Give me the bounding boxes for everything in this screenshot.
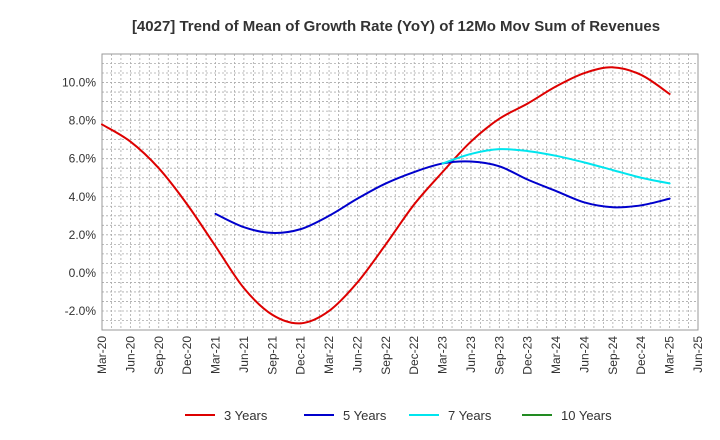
x-tick-label: Dec-23: [521, 336, 535, 375]
x-tick-label: Jun-22: [350, 336, 364, 373]
x-tick-label: Sep-21: [265, 336, 279, 375]
plot-area-frame: [101, 53, 699, 331]
y-tick-label: 6.0%: [69, 152, 97, 166]
legend-label-5-years: 5 Years: [343, 408, 387, 423]
x-tick-label: Dec-20: [180, 336, 194, 375]
x-tick-label: Sep-24: [606, 336, 620, 375]
y-tick-label: 4.0%: [69, 190, 97, 204]
x-tick-label: Dec-24: [634, 336, 648, 375]
x-tick-label: Jun-25: [691, 336, 705, 373]
x-tick-label: Mar-22: [322, 336, 336, 374]
x-tick-label: Jun-23: [464, 336, 478, 373]
x-axis-tick-labels: Mar-20 Jun-20 Sep-20 Dec-20 Mar-21 Jun-21 Sep-…: [95, 336, 705, 375]
y-tick-label: 2.0%: [69, 228, 97, 242]
y-tick-label: 10.0%: [62, 76, 96, 90]
y-tick-label: 0.0%: [69, 266, 97, 280]
x-tick-label: Mar-20: [95, 336, 109, 374]
legend-label-10-years: 10 Years: [561, 408, 612, 423]
x-tick-label: Mar-21: [209, 336, 223, 374]
y-tick-label: 8.0%: [69, 114, 97, 128]
series-line-3-years: [101, 66, 671, 325]
y-axis-tick-labels: 10.0% 8.0% 6.0% 4.0% 2.0% 0.0% -2.0%: [62, 76, 96, 318]
x-tick-label: Sep-20: [152, 336, 166, 375]
x-tick-label: Dec-22: [407, 336, 421, 375]
series-line-7-years: [441, 148, 671, 185]
legend-label-7-years: 7 Years: [448, 408, 492, 423]
series-lines: [101, 66, 671, 325]
y-tick-label: -2.0%: [65, 304, 97, 318]
x-tick-label: Jun-21: [237, 336, 251, 373]
legend: 3 Years 5 Years 7 Years 10 Years: [185, 408, 612, 423]
x-tick-label: Sep-22: [379, 336, 393, 375]
x-tick-label: Sep-23: [492, 336, 506, 375]
x-tick-label: Mar-25: [663, 336, 677, 374]
x-tick-label: Jun-20: [123, 336, 137, 373]
legend-label-3-years: 3 Years: [224, 408, 268, 423]
x-tick-label: Dec-21: [294, 336, 308, 375]
grid-lines: [102, 54, 698, 330]
x-tick-label: Mar-24: [549, 336, 563, 374]
chart-title: [4027] Trend of Mean of Growth Rate (YoY…: [132, 18, 660, 35]
x-tick-label: Mar-23: [436, 336, 450, 374]
x-tick-label: Jun-24: [577, 336, 591, 373]
